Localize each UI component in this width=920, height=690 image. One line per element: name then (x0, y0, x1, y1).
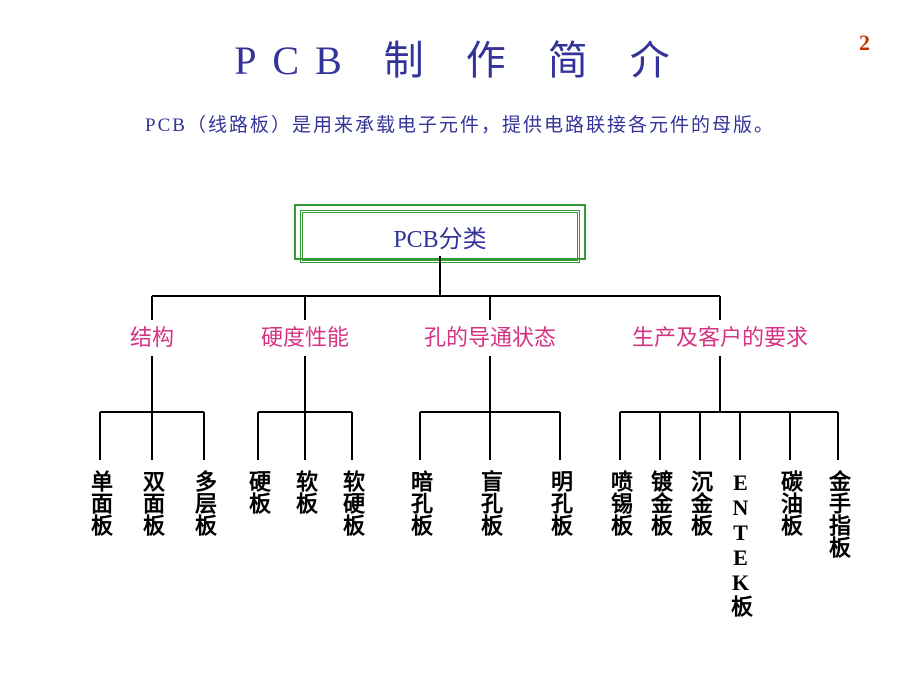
branch-label: 孔的导通状态 (424, 320, 556, 352)
branch-label: 生产及客户的要求 (632, 320, 808, 352)
leaf-label: 双面板 (136, 470, 168, 536)
leaf-label: 软板 (289, 470, 321, 514)
leaf-label: 喷锡板 (604, 470, 636, 536)
leaf-label: 盲孔板 (474, 470, 506, 536)
leaf-label: 镀金板 (644, 470, 676, 536)
leaf-label: ENTEK板 (724, 470, 756, 617)
leaf-label: 软硬板 (336, 470, 368, 536)
leaf-label: 明孔板 (544, 470, 576, 536)
leaf-label: 沉金板 (684, 470, 716, 536)
leaf-label: 单面板 (84, 470, 116, 536)
branch-label: 硬度性能 (261, 320, 349, 352)
branch-label: 结构 (130, 320, 174, 352)
leaf-label: 金手指板 (822, 470, 854, 558)
leaf-label: 碳油板 (774, 470, 806, 536)
leaf-label: 多层板 (188, 470, 220, 536)
leaf-label: 暗孔板 (404, 470, 436, 536)
leaf-label: 硬板 (242, 470, 274, 514)
